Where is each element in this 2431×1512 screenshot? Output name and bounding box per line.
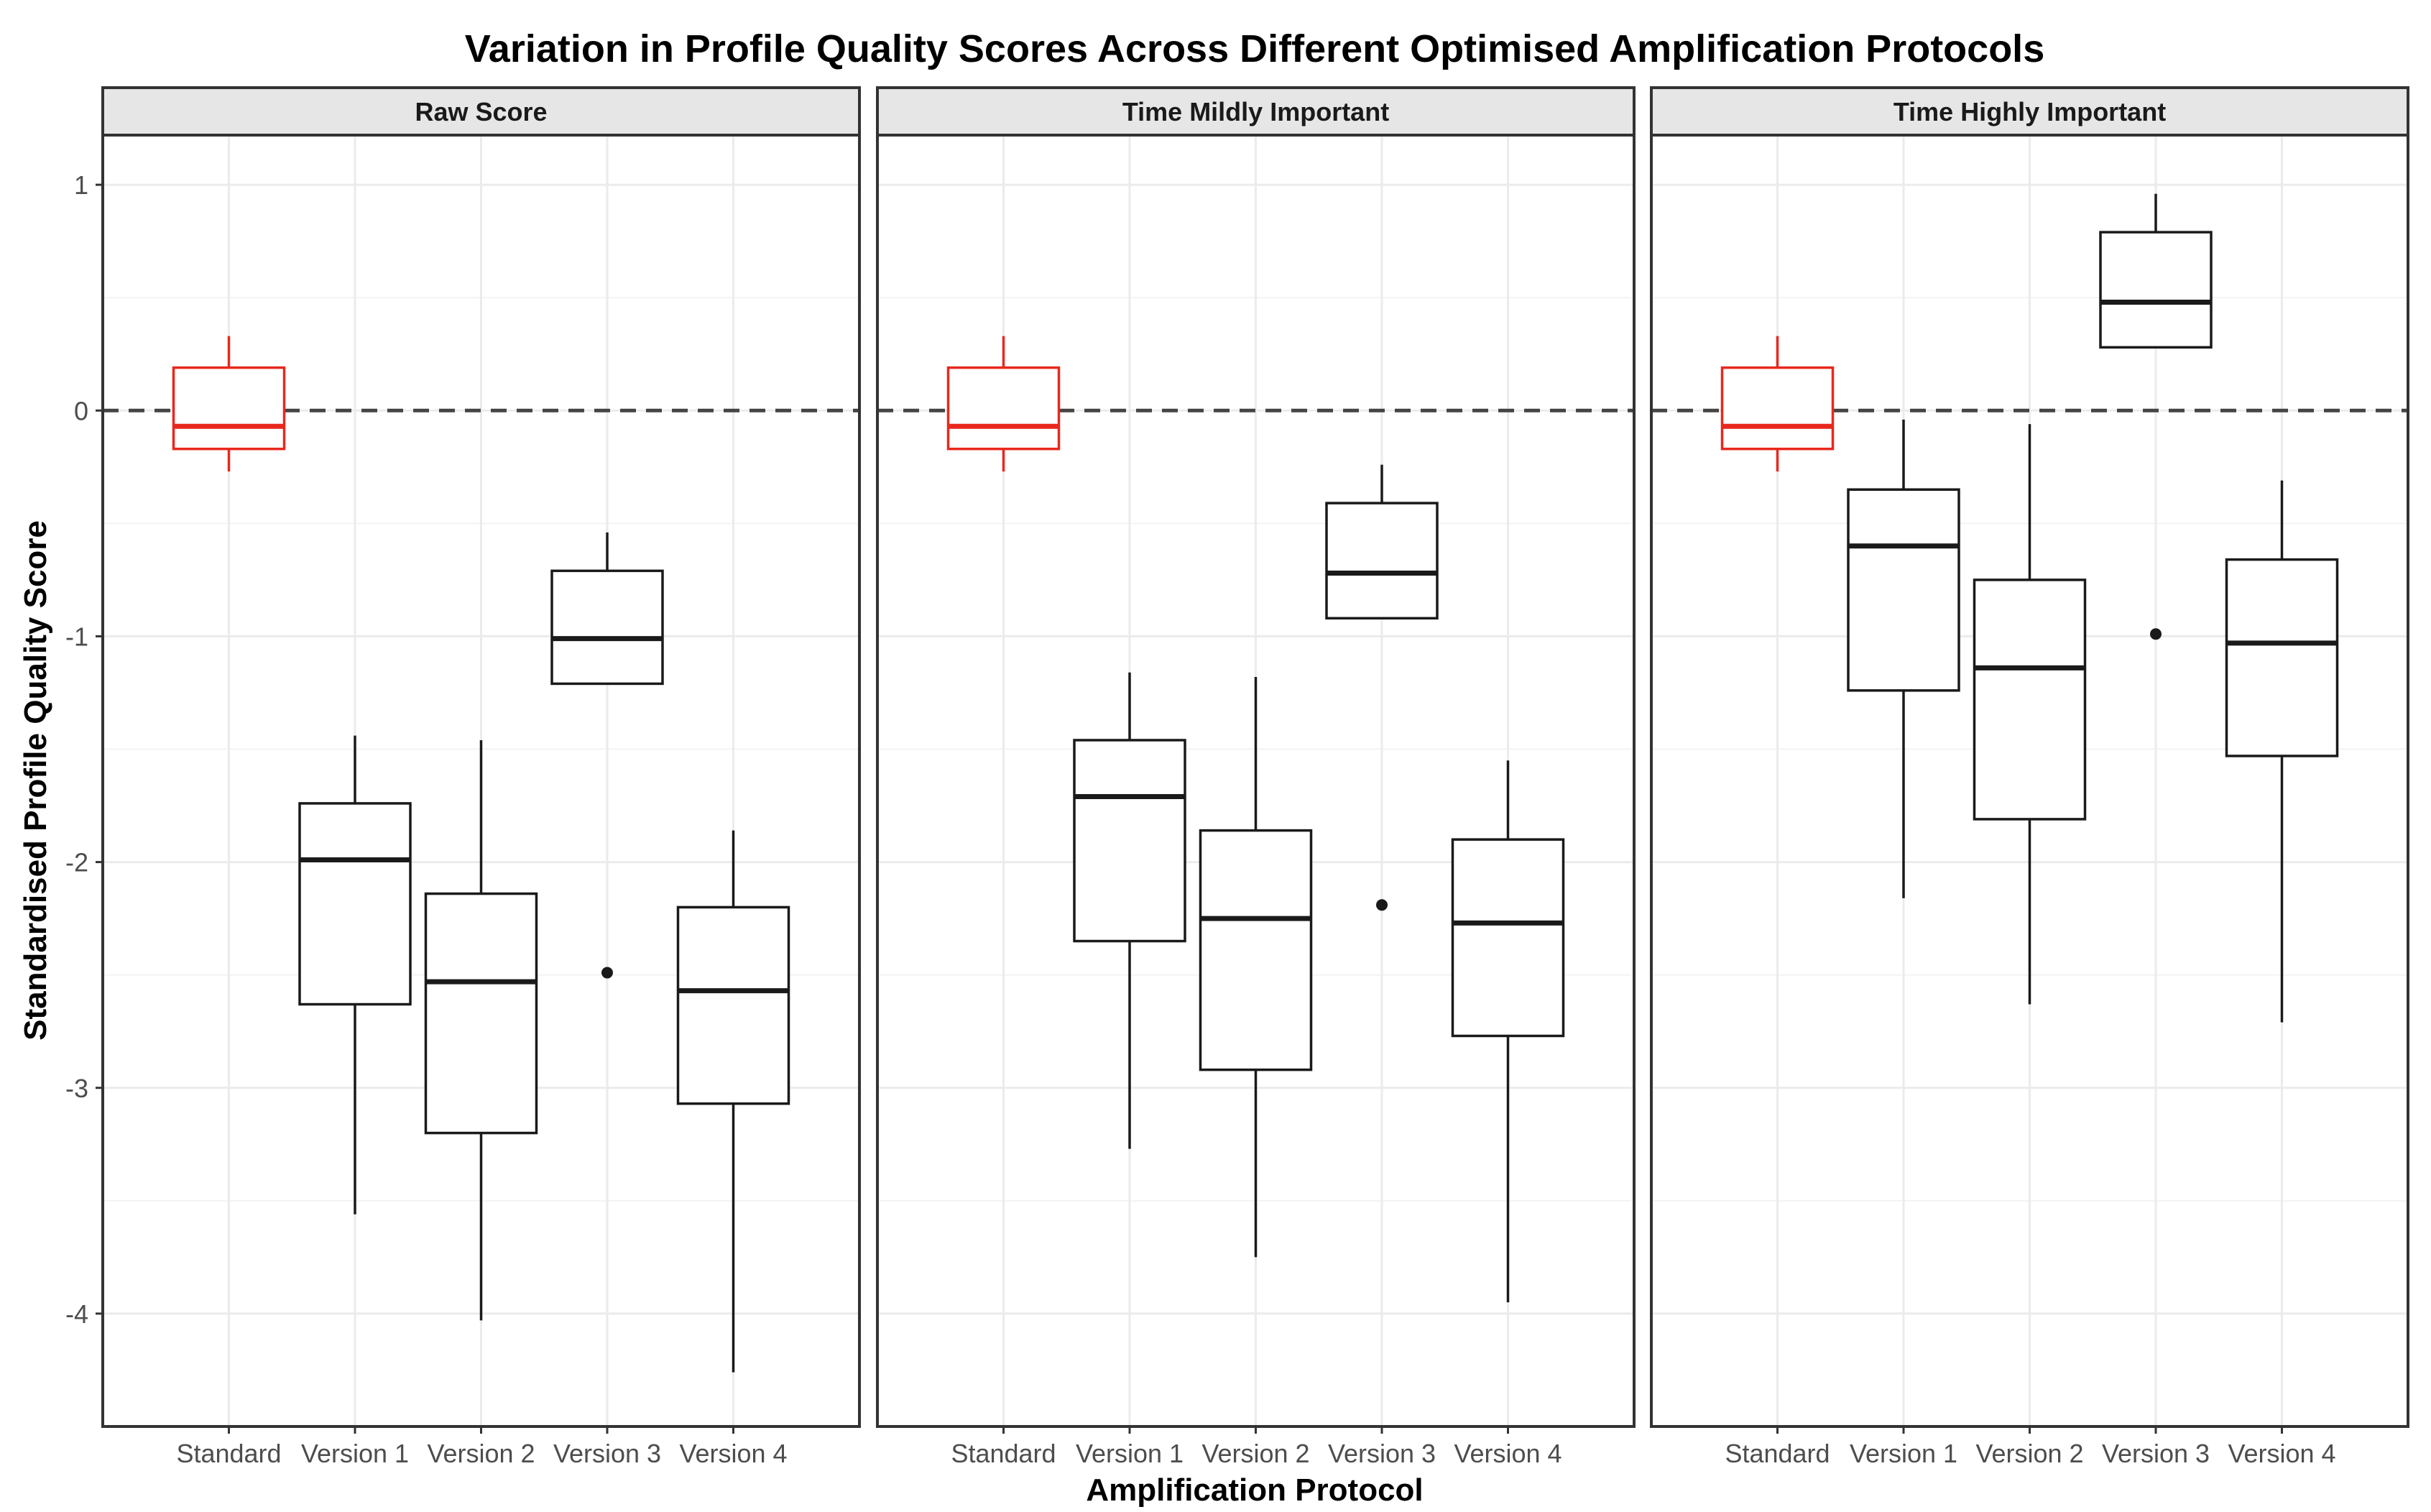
y-tick-label: -2: [65, 848, 88, 877]
iqr-box: [1073, 739, 1186, 943]
box-version-1: [1847, 419, 1960, 898]
iqr-box: [2099, 231, 2213, 349]
facet-strip: [101, 86, 861, 137]
iqr-box: [172, 366, 286, 451]
x-tick-label: Version 4: [1454, 1439, 1562, 1468]
iqr-box: [1847, 488, 1960, 692]
iqr-box: [946, 366, 1061, 451]
x-tick-label: Version 3: [2102, 1439, 2210, 1468]
box-version-2: [424, 739, 538, 1321]
x-tick-label: Version 2: [1201, 1439, 1309, 1468]
box-version-4: [1451, 760, 1565, 1303]
box-version-3: [1325, 464, 1439, 911]
facet-strip-label: Raw Score: [415, 97, 547, 126]
iqr-box: [424, 892, 538, 1135]
x-tick-label: Standard: [951, 1439, 1056, 1468]
x-tick-label: Version 1: [1850, 1439, 1957, 1468]
x-tick-label: Version 1: [1076, 1439, 1184, 1468]
x-tick-label: Standard: [1725, 1439, 1830, 1468]
y-tick-label: -3: [65, 1074, 88, 1103]
y-tick-label: 1: [74, 170, 88, 200]
iqr-box: [1199, 829, 1313, 1071]
facet-panels: Raw Score Standard Version 1 Version 2 Versi…: [65, 86, 2409, 1468]
x-tick-label: Version 2: [1975, 1439, 2083, 1468]
iqr-box: [550, 569, 664, 686]
iqr-box: [676, 905, 790, 1105]
iqr-box: [298, 802, 412, 1006]
y-tick-label: 0: [74, 396, 88, 425]
box-version-2: [1199, 676, 1313, 1258]
y-tick-label: -4: [65, 1299, 88, 1329]
x-tick-label: Standard: [176, 1439, 281, 1468]
facet-panel-2: Time Mildly Important Standard Version 1 Ve…: [876, 86, 1636, 1468]
facet-panel-3: Time Highly Important Standard Version 1 Ve…: [1650, 86, 2409, 1468]
iqr-box: [1973, 578, 2087, 821]
box-standard: [946, 336, 1061, 472]
box-version-4: [676, 830, 790, 1373]
box-version-4: [2225, 480, 2339, 1023]
facet-strip-label: Time Mildly Important: [1122, 97, 1389, 126]
box-standard: [1720, 336, 1835, 472]
outlier-point: [601, 967, 613, 979]
x-tick-label: Version 4: [2228, 1439, 2335, 1468]
x-tick-label: Version 3: [553, 1439, 661, 1468]
iqr-box: [1720, 366, 1835, 451]
facet-panel-1: Raw Score Standard Version 1 Version 2 Versi…: [101, 86, 861, 1468]
x-tick-label: Version 3: [1328, 1439, 1436, 1468]
chart-title: Variation in Profile Quality Scores Acro…: [465, 27, 2044, 70]
x-axis-title: Amplification Protocol: [1086, 1472, 1423, 1508]
outlier-point: [1376, 899, 1388, 911]
facet-strip: [1650, 86, 2409, 137]
iqr-box: [1451, 838, 1565, 1038]
x-tick-label: Version 1: [301, 1439, 409, 1468]
box-version-2: [1973, 424, 2087, 1005]
box-version-3: [550, 532, 664, 979]
outlier-point: [2150, 628, 2162, 640]
facet-strip-label: Time Highly Important: [1893, 97, 2166, 126]
box-version-1: [1073, 672, 1186, 1149]
y-axis-title: Standardised Profile Quality Score: [18, 520, 53, 1041]
iqr-box: [2225, 558, 2339, 757]
box-standard: [172, 336, 286, 472]
x-tick-label: Version 2: [427, 1439, 535, 1468]
y-tick-label: -1: [65, 622, 88, 651]
x-tick-label: Version 4: [679, 1439, 787, 1468]
iqr-box: [1325, 502, 1439, 620]
box-version-1: [298, 735, 412, 1214]
box-version-3: [2099, 193, 2213, 640]
